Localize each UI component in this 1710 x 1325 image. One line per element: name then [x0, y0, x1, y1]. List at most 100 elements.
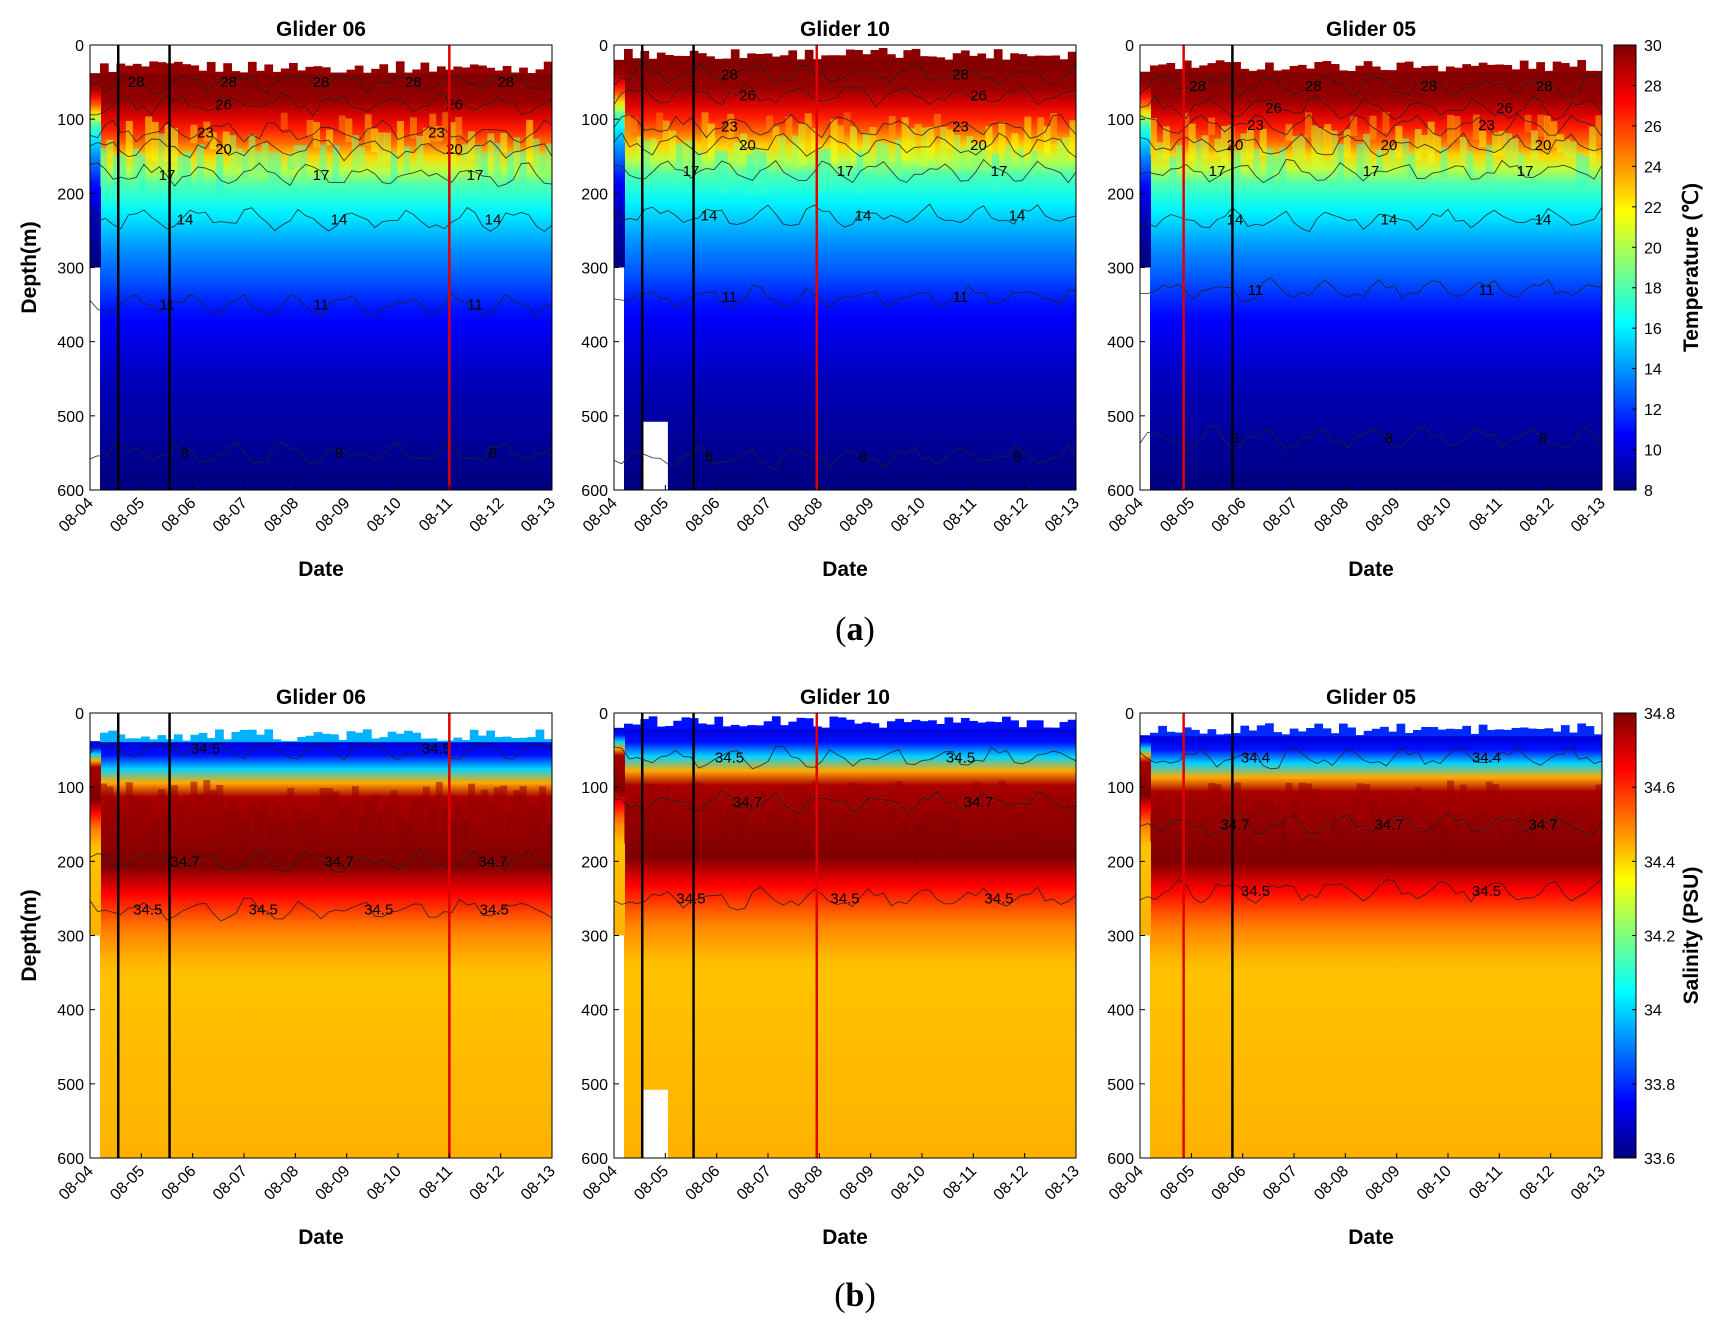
isoline-label: 8: [335, 445, 343, 462]
y-tick-label: 500: [1107, 1077, 1134, 1094]
chart-panel-b-2: 34.5 34.5 34.7 34.7 34.5 34.5 34.5 0 100 200 300 40…: [580, 686, 1083, 1249]
x-tick-label: 08-05: [107, 495, 148, 536]
y-tick-label: 0: [1125, 38, 1134, 55]
isoline-label: 11: [159, 297, 175, 314]
isoline-label: 28: [1189, 78, 1206, 95]
isoline-label: 8: [1385, 430, 1393, 447]
x-tick-label: 08-09: [313, 1163, 354, 1204]
chart-title: Glider 06: [276, 686, 366, 709]
x-axis-label: Date: [1348, 558, 1394, 581]
x-tick-label: 08-11: [416, 495, 456, 535]
colorbar-label: Salinity (PSU): [1680, 867, 1703, 1005]
y-tick-label: 100: [57, 112, 84, 129]
y-tick-label: 0: [75, 706, 84, 723]
chart-title: Glider 06: [276, 18, 366, 41]
x-tick-label: 08-06: [683, 1163, 724, 1204]
x-tick-label: 08-05: [631, 495, 672, 536]
x-tick-label: 08-12: [1517, 1163, 1558, 1204]
isoline-label: 23: [1247, 117, 1264, 134]
isoline-label: 8: [1231, 430, 1239, 447]
chart-title: Glider 05: [1326, 18, 1416, 41]
isoline-23: [613, 113, 1077, 139]
x-tick-label: 08-09: [1363, 495, 1404, 536]
x-tick-label: 08-09: [313, 495, 354, 536]
x-tick-label: 08-08: [261, 495, 302, 536]
x-axis-label: Date: [298, 558, 344, 581]
isoline-28: [89, 75, 553, 95]
isoline-label: 34.5: [422, 741, 451, 758]
isoline-17: [613, 158, 1077, 184]
isoline-label: 20: [215, 141, 232, 158]
isoline-label: 34.5: [1241, 883, 1270, 900]
x-tick-label: 08-08: [1311, 495, 1352, 536]
isoline-label: 11: [313, 297, 329, 314]
y-tick-label: 400: [57, 335, 84, 352]
x-tick-label: 08-06: [159, 1163, 200, 1204]
y-tick-label: 600: [57, 1151, 84, 1168]
x-tick-label: 08-08: [1311, 1163, 1352, 1204]
isoline-label: 23: [197, 125, 214, 142]
isoline-26: [613, 82, 1077, 108]
isoline-label: 28: [220, 74, 237, 91]
colorbar-tick-label: 33.6: [1644, 1151, 1675, 1168]
isoline-23: [89, 119, 553, 144]
isoline-label: 34.5: [191, 741, 220, 758]
isoline-label: 17: [1517, 163, 1534, 180]
y-tick-label: 300: [1107, 261, 1134, 278]
isoline-34.5: [613, 746, 1077, 770]
isoline-label: 34.5: [249, 902, 278, 919]
y-tick-label: 100: [1107, 780, 1134, 797]
x-tick-label: 08-04: [1106, 495, 1147, 536]
y-tick-label: 600: [581, 483, 608, 500]
chart-panel-b-3: 34.4 34.4 34.7 34.7 34.7 34.5 34.5 0 100 200 300 40…: [1106, 686, 1609, 1249]
chart-title: Glider 10: [800, 686, 890, 709]
isoline-34.7: [89, 848, 553, 874]
isoline-11: [89, 292, 553, 317]
x-tick-label: 08-10: [888, 495, 929, 536]
isoline-label: 11: [467, 297, 483, 314]
isoline-label: 14: [1227, 211, 1244, 228]
y-axis-label: Depth(m): [18, 221, 41, 313]
y-tick-label: 400: [581, 335, 608, 352]
colorbar-tick-label: 12: [1644, 402, 1662, 419]
isoline-11: [1139, 277, 1603, 302]
isoline-label: 17: [159, 167, 176, 184]
isoline-label: 20: [1535, 137, 1552, 154]
isoline-label: 11: [722, 289, 738, 306]
x-tick-label: 08-13: [1568, 1163, 1609, 1204]
isoline-label: 28: [1420, 78, 1437, 95]
isoline-20: [613, 132, 1077, 158]
isoline-label: 8: [489, 445, 497, 462]
isoline-label: 20: [970, 137, 987, 154]
x-tick-label: 08-10: [1414, 1163, 1455, 1204]
x-tick-label: 08-05: [631, 1163, 672, 1204]
x-tick-label: 08-13: [1568, 495, 1609, 536]
x-tick-label: 08-04: [1106, 1163, 1147, 1204]
isoline-label: 17: [1209, 163, 1226, 180]
colorbar-tick-label: 28: [1644, 78, 1662, 95]
isoline-label: 14: [177, 211, 194, 228]
isoline-label: 20: [1381, 137, 1398, 154]
chart-title: Glider 05: [1326, 686, 1416, 709]
isoline-34.5: [613, 886, 1077, 911]
y-tick-label: 200: [581, 854, 608, 871]
isoline-label: 34.5: [984, 890, 1013, 907]
isoline-label: 34.7: [733, 794, 762, 811]
y-tick-label: 300: [1107, 929, 1134, 946]
isoline-label: 26: [215, 96, 232, 113]
colorbar-tick-label: 26: [1644, 119, 1662, 136]
isoline-label: 17: [991, 163, 1008, 180]
isoline-label: 34.7: [1220, 816, 1249, 833]
isoline-label: 28: [313, 74, 330, 91]
isoline-14: [1139, 207, 1603, 233]
isoline-label: 28: [128, 74, 145, 91]
x-tick-label: 08-06: [1209, 1163, 1250, 1204]
isoline-label: 20: [739, 137, 756, 154]
y-tick-label: 600: [1107, 483, 1134, 500]
y-tick-label: 300: [57, 261, 84, 278]
y-tick-label: 200: [1107, 186, 1134, 203]
isoline-label: 34.5: [946, 750, 975, 767]
y-tick-label: 500: [57, 1077, 84, 1094]
isoline-label: 11: [953, 289, 969, 306]
